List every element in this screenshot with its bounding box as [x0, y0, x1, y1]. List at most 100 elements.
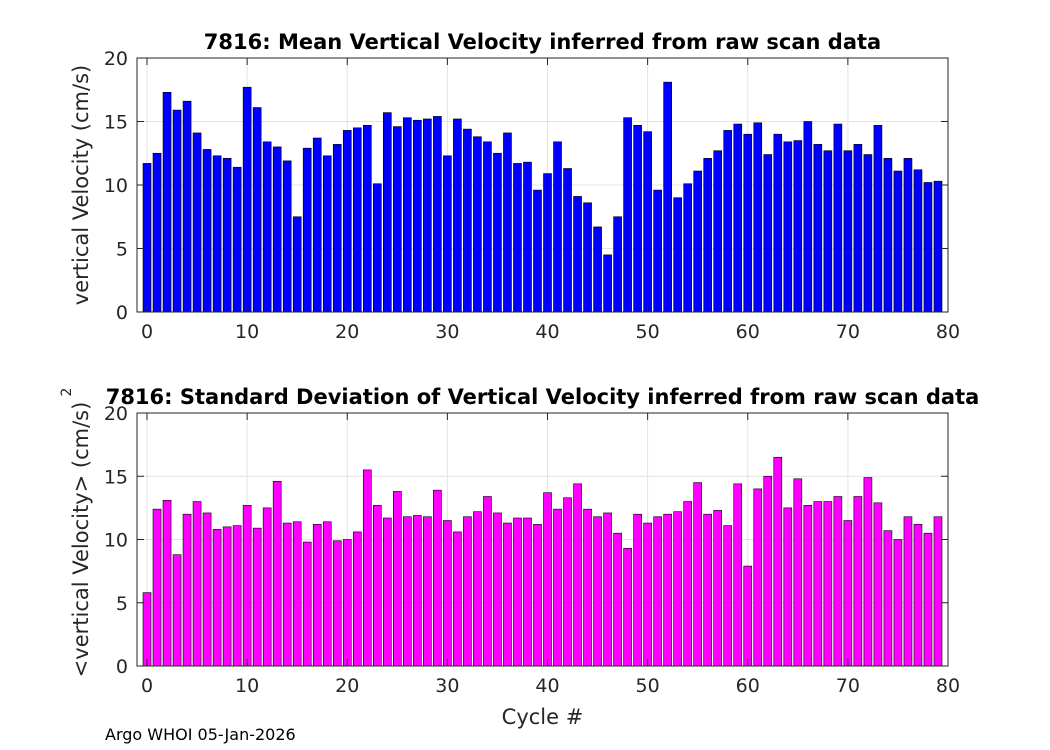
bar: [443, 155, 452, 313]
bar: [192, 501, 202, 667]
bar: [633, 513, 642, 667]
bar: [903, 516, 913, 667]
bar: [242, 505, 252, 667]
bar: [933, 516, 943, 667]
bar: [743, 565, 753, 667]
bar: [362, 469, 372, 667]
bar: [913, 169, 923, 313]
bar: [382, 112, 392, 313]
axis-label-y-superscript: 2: [59, 388, 75, 397]
bar: [503, 132, 512, 313]
bar: [493, 152, 502, 313]
bar: [413, 515, 422, 667]
tick-label-x: 70: [836, 675, 860, 697]
bar: [713, 150, 723, 313]
bar: [793, 140, 803, 313]
bar: [413, 119, 422, 313]
bar: [232, 525, 242, 667]
tick-label-x: 20: [335, 675, 359, 697]
bar: [613, 532, 622, 667]
bar: [693, 482, 703, 667]
bar: [372, 505, 382, 667]
bar: [573, 483, 582, 667]
bar: [643, 522, 652, 667]
bar: [763, 154, 773, 313]
tick-label-y: 5: [116, 593, 128, 615]
bar: [523, 517, 532, 667]
bar: [352, 531, 362, 667]
bar: [182, 100, 192, 313]
bar: [853, 496, 863, 667]
tick-label-y: 10: [104, 530, 128, 552]
bar: [573, 196, 582, 313]
bar: [923, 532, 933, 667]
bar: [883, 158, 893, 313]
bar: [633, 125, 642, 313]
bar: [493, 512, 502, 667]
bar: [603, 512, 612, 667]
bar: [893, 170, 903, 313]
tick-label-y: 20: [104, 48, 128, 70]
bar: [382, 517, 392, 667]
bar: [162, 499, 172, 667]
tick-label-x: 0: [141, 675, 153, 697]
bar: [903, 158, 913, 313]
bar: [202, 512, 212, 667]
bar: [162, 91, 172, 313]
tick-label-x: 30: [435, 321, 459, 343]
tick-label-x: 60: [736, 321, 760, 343]
bar: [833, 123, 843, 313]
bar: [773, 456, 783, 667]
axis-label-x: Cycle #: [502, 705, 584, 729]
bar: [433, 116, 442, 313]
tick-label-y: 15: [104, 466, 128, 488]
bar: [913, 524, 923, 667]
tick-label-x: 80: [936, 675, 960, 697]
tick-label-x: 40: [535, 675, 559, 697]
bar: [352, 127, 362, 313]
tick-label-y: 0: [116, 302, 128, 324]
bar: [513, 517, 522, 667]
bar: [312, 137, 322, 313]
bar: [262, 141, 272, 313]
bar: [473, 511, 482, 667]
tick-label-x: 0: [141, 321, 153, 343]
bar: [182, 513, 192, 667]
bar: [463, 128, 472, 313]
bar: [813, 501, 823, 667]
bar: [683, 501, 692, 667]
bar: [282, 160, 292, 313]
bar: [232, 166, 242, 313]
bar: [302, 147, 312, 313]
bar: [543, 492, 552, 667]
bar: [613, 216, 622, 313]
bar: [713, 510, 723, 667]
axis-label-y: vertical Velocity (cm/s): [69, 65, 93, 305]
bar: [463, 516, 472, 667]
bar: [403, 516, 412, 667]
bar: [342, 539, 352, 667]
bar: [393, 491, 402, 667]
bar: [453, 531, 462, 667]
bar: [593, 516, 602, 667]
bar: [443, 520, 452, 667]
bar: [152, 508, 162, 667]
bar: [483, 496, 492, 667]
bar: [653, 189, 662, 313]
tick-label-x: 60: [736, 675, 760, 697]
bar: [803, 505, 813, 667]
bar: [322, 521, 332, 667]
bar: [272, 481, 282, 667]
bar: [202, 149, 212, 313]
bar: [643, 131, 652, 313]
bar: [523, 161, 532, 313]
bar: [483, 141, 492, 313]
bar: [553, 508, 562, 667]
chart-title: 7816: Mean Vertical Velocity inferred fr…: [204, 30, 881, 54]
tick-label-y: 15: [104, 112, 128, 134]
bar: [342, 130, 352, 313]
bar: [503, 522, 512, 667]
bar: [703, 158, 713, 313]
